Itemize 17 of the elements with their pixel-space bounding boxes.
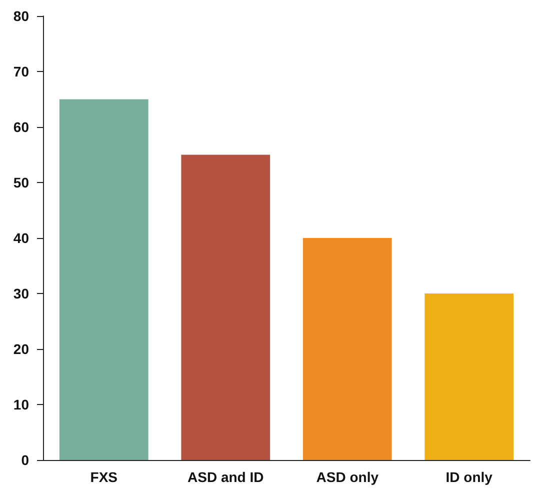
bar — [302, 238, 392, 460]
y-tick-label: 0 — [21, 452, 30, 468]
x-tick-label: ASD and ID — [188, 469, 264, 485]
y-tick-label: 30 — [13, 286, 30, 302]
x-tick-label: FXS — [90, 469, 118, 485]
y-tick-label: 50 — [13, 174, 30, 190]
bar — [424, 294, 514, 460]
y-tick-label: 10 — [13, 396, 30, 412]
y-tick-label: 20 — [13, 341, 30, 357]
y-tick-label: 60 — [13, 119, 30, 135]
x-tick-label: ID only — [446, 469, 493, 485]
bar — [59, 99, 148, 460]
x-tick-label: ASD only — [316, 469, 379, 485]
bar — [181, 154, 270, 460]
y-tick-label: 70 — [13, 64, 30, 80]
y-tick-label: 40 — [13, 230, 30, 246]
y-tick-label: 80 — [13, 8, 30, 24]
